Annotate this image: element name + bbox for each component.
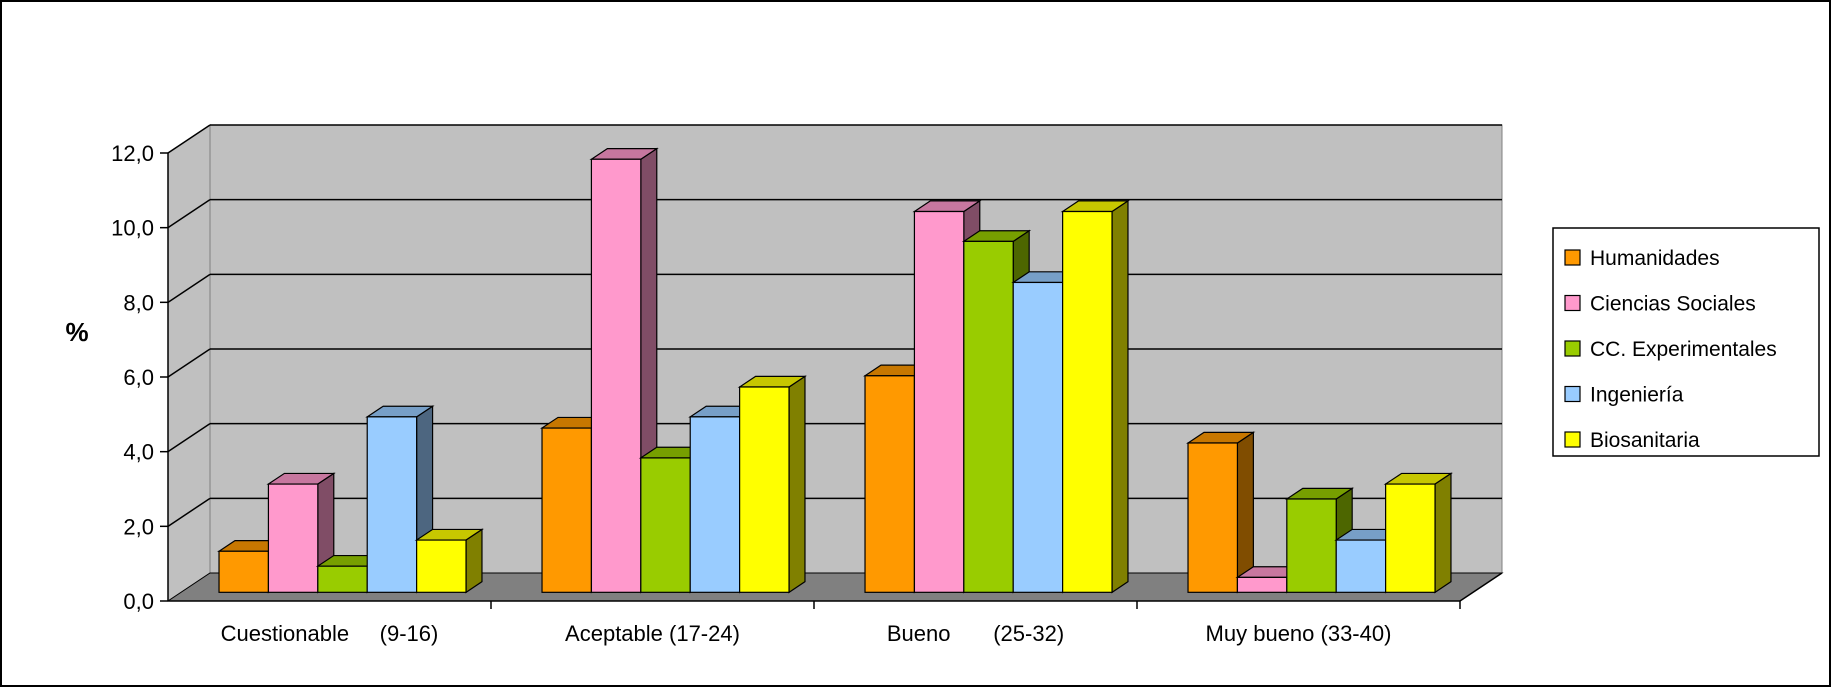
bar-front bbox=[1236, 576, 1288, 593]
bar-front bbox=[590, 158, 642, 593]
gridline-side bbox=[167, 423, 211, 453]
gridline-side bbox=[167, 497, 211, 527]
bar bbox=[1383, 472, 1453, 594]
legend-label: Humanidades bbox=[1590, 247, 1720, 270]
legend-label: Ingeniería bbox=[1590, 384, 1684, 407]
bar-side bbox=[1434, 472, 1452, 594]
y-tick-label: 6,0 bbox=[123, 365, 154, 390]
bar-front bbox=[1286, 498, 1337, 593]
chart-legend: Humanidades Ciencias Sociales CC. Experime… bbox=[1552, 227, 1820, 457]
y-tick-label: 10,0 bbox=[111, 216, 154, 241]
bar bbox=[1284, 487, 1355, 594]
legend-label: Ciencias Sociales bbox=[1590, 293, 1756, 316]
x-category-label: Aceptable (17-24) bbox=[565, 621, 740, 646]
bar-front bbox=[416, 539, 467, 593]
x-axis-end bbox=[1459, 572, 1503, 602]
legend-box bbox=[1552, 227, 1820, 457]
legend-swatch bbox=[1564, 431, 1581, 448]
legend-swatch bbox=[1564, 385, 1581, 403]
bar-front bbox=[317, 565, 368, 593]
y-tick-label: 0,0 bbox=[123, 589, 154, 614]
bar-front bbox=[366, 416, 418, 593]
bar-front bbox=[1385, 483, 1436, 593]
legend-swatch bbox=[1564, 249, 1581, 266]
bar bbox=[1060, 199, 1130, 594]
bar-side bbox=[1111, 199, 1129, 594]
legend-swatch bbox=[1564, 340, 1581, 357]
bar-front bbox=[267, 483, 319, 593]
bar bbox=[266, 472, 336, 594]
legend-swatch bbox=[1564, 294, 1581, 312]
legend-label: Biosanitaria bbox=[1590, 429, 1700, 452]
bar-front bbox=[913, 210, 965, 593]
bar-front bbox=[1187, 442, 1239, 593]
bar-front bbox=[689, 416, 741, 593]
bar bbox=[365, 405, 435, 594]
bar-front bbox=[218, 550, 270, 593]
bar-front bbox=[864, 375, 916, 593]
y-tick-label: 2,0 bbox=[123, 514, 154, 539]
bar-front bbox=[640, 457, 691, 593]
chart-axes: 0,0 2,0 4,0 6,0 8,0 10,0 12,0 Cuestionable (9-1… bbox=[111, 141, 1503, 646]
chart-bars bbox=[217, 147, 1453, 594]
bar-front bbox=[541, 427, 593, 593]
bar-front bbox=[1062, 210, 1113, 593]
bar-front bbox=[739, 386, 790, 593]
y-tick-label: 8,0 bbox=[123, 290, 154, 315]
bar-front bbox=[1335, 539, 1387, 593]
y-tick-label: 4,0 bbox=[123, 440, 154, 465]
bar-front bbox=[963, 240, 1014, 593]
gridline-side bbox=[167, 348, 211, 378]
y-tick-label: 12,0 bbox=[111, 141, 154, 166]
bar-front bbox=[1012, 281, 1064, 593]
bar bbox=[1186, 431, 1256, 594]
gridline-side bbox=[167, 199, 211, 229]
bar bbox=[737, 375, 807, 594]
bar bbox=[414, 528, 484, 594]
bar-side bbox=[788, 375, 806, 594]
legend-label: CC. Experimentales bbox=[1590, 338, 1777, 361]
y-axis-label: % bbox=[65, 317, 88, 347]
gridline-side bbox=[167, 273, 211, 303]
x-category-label: Cuestionable (9-16) bbox=[221, 621, 439, 646]
gridline-side bbox=[167, 124, 211, 154]
x-category-label: Bueno (25-32) bbox=[887, 621, 1064, 646]
x-category-label: Muy bueno (33-40) bbox=[1206, 621, 1392, 646]
